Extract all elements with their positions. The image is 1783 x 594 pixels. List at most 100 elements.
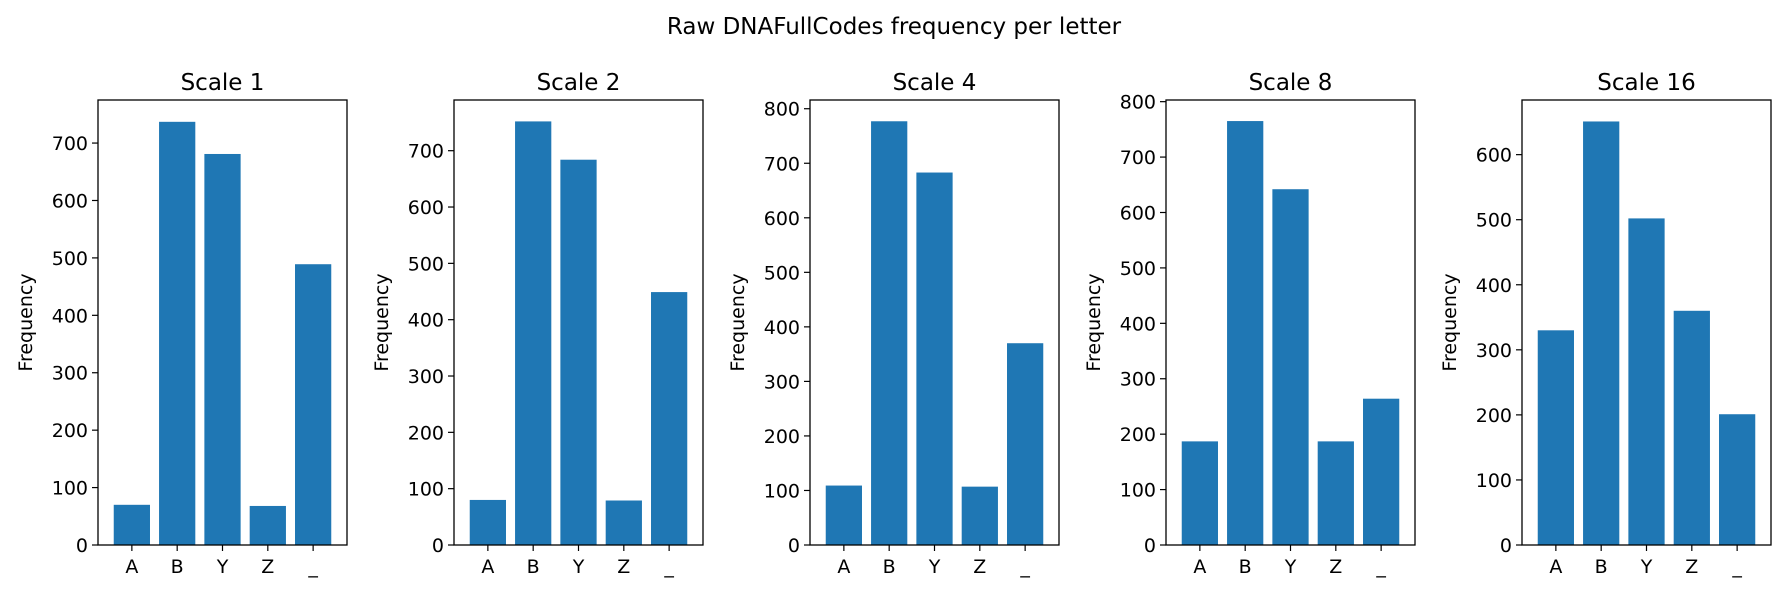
- y-tick-label: 300: [1120, 369, 1156, 391]
- bar-A: [113, 504, 150, 545]
- y-tick-label: 200: [764, 426, 800, 448]
- y-axis-label: Frequency: [371, 273, 393, 371]
- y-axis-label: Frequency: [1083, 273, 1105, 371]
- subplot-4: Scale 8 Frequency A B Y Z _ 0 100 200 300 400 500 600…: [1083, 70, 1416, 578]
- y-tick-label: 700: [764, 153, 800, 175]
- subplot-2: Scale 2 Frequency A B Y Z _ 0 100 200 300 400 500 600…: [371, 70, 704, 578]
- subplot-title: Scale 2: [537, 70, 621, 96]
- y-tick-label: 300: [52, 363, 88, 385]
- y-tick-label: 0: [1144, 535, 1156, 557]
- bar-_: [1719, 414, 1756, 545]
- x-tick-label: _: [663, 556, 674, 578]
- bar-Z: [961, 486, 998, 545]
- bar-_: [651, 292, 688, 545]
- x-tick-label: _: [1731, 556, 1742, 578]
- y-tick-label: 600: [764, 208, 800, 230]
- y-tick-label: 100: [1476, 470, 1512, 492]
- x-tick-label: _: [1375, 556, 1386, 578]
- y-tick-label: 100: [52, 478, 88, 500]
- bar-Z: [1317, 441, 1354, 545]
- x-tick-label: A: [837, 556, 850, 578]
- x-tick-label: A: [481, 556, 494, 578]
- y-tick-label: 500: [408, 253, 444, 275]
- y-tick-label: 300: [408, 366, 444, 388]
- bar-A: [825, 485, 862, 545]
- y-tick-label: 600: [408, 197, 444, 219]
- x-tick-label: B: [1239, 556, 1252, 578]
- y-tick-label: 600: [1120, 202, 1156, 224]
- bar-A: [469, 499, 506, 545]
- axes-frame: [97, 99, 348, 546]
- y-tick-label: 200: [408, 422, 444, 444]
- y-tick-label: 400: [52, 305, 88, 327]
- bar-B: [1583, 121, 1620, 545]
- subplot-5: Scale 16 Frequency A B Y Z _ 0 100 200 300 400 500 60…: [1439, 70, 1772, 578]
- subplot-1: Scale 1 Frequency A B Y Z _ 0 100 200 300 400 500 600…: [15, 70, 348, 578]
- y-axis-label: Frequency: [727, 273, 749, 371]
- axes-frame: [453, 99, 704, 546]
- y-tick-label: 800: [764, 99, 800, 121]
- bar-Y: [1628, 218, 1665, 545]
- bar-_: [295, 264, 332, 545]
- y-tick-label: 700: [1120, 147, 1156, 169]
- axes-frame: [809, 99, 1060, 546]
- y-tick-label: 0: [1500, 535, 1512, 557]
- bar-_: [1007, 343, 1044, 545]
- y-tick-label: 500: [52, 248, 88, 270]
- y-tick-label: 200: [1120, 424, 1156, 446]
- y-tick-label: 200: [1476, 405, 1512, 427]
- bar-B: [159, 121, 196, 546]
- y-tick-label: 200: [52, 420, 88, 442]
- y-tick-label: 600: [1476, 145, 1512, 167]
- subplot-title: Scale 8: [1249, 70, 1333, 96]
- x-tick-label: B: [1595, 556, 1608, 578]
- y-tick-label: 0: [788, 535, 800, 557]
- x-tick-label: Y: [572, 556, 585, 578]
- bar-B: [871, 121, 908, 546]
- y-axis-label: Frequency: [15, 273, 37, 371]
- subplot-title: Scale 4: [893, 70, 977, 96]
- y-tick-label: 500: [1476, 210, 1512, 232]
- x-tick-label: Y: [1640, 556, 1653, 578]
- figure-suptitle: Raw DNAFullCodes frequency per letter: [667, 14, 1122, 40]
- bar-Y: [560, 159, 597, 545]
- axes-frame: [1165, 99, 1416, 546]
- y-tick-label: 0: [76, 535, 88, 557]
- axes-frame: [1521, 99, 1772, 546]
- x-tick-label: B: [171, 556, 184, 578]
- y-tick-label: 300: [764, 371, 800, 393]
- x-tick-label: B: [883, 556, 896, 578]
- y-tick-label: 100: [1120, 480, 1156, 502]
- x-tick-label: Y: [928, 556, 941, 578]
- subplot-title: Scale 1: [181, 70, 265, 96]
- x-tick-label: Z: [973, 556, 986, 578]
- y-tick-label: 300: [1476, 340, 1512, 362]
- x-tick-label: Z: [617, 556, 630, 578]
- x-tick-label: Z: [261, 556, 274, 578]
- x-tick-label: Y: [1284, 556, 1297, 578]
- subplot-title: Scale 16: [1597, 70, 1695, 96]
- y-tick-label: 400: [408, 310, 444, 332]
- y-tick-label: 500: [764, 262, 800, 284]
- bar-_: [1363, 398, 1400, 545]
- bar-A: [1181, 441, 1218, 545]
- bar-B: [515, 121, 552, 545]
- x-tick-label: A: [1193, 556, 1206, 578]
- bar-Z: [1673, 310, 1710, 545]
- y-axis-label: Frequency: [1439, 273, 1461, 371]
- y-tick-label: 700: [408, 141, 444, 163]
- y-tick-label: 100: [408, 479, 444, 501]
- y-tick-label: 500: [1120, 258, 1156, 280]
- bar-Y: [916, 172, 953, 545]
- subplot-panels: Scale 1 Frequency A B Y Z _ 0 100 200 300 400 500 600…: [15, 70, 1772, 578]
- x-tick-label: A: [1549, 556, 1562, 578]
- bar-A: [1537, 330, 1574, 545]
- x-tick-label: A: [125, 556, 138, 578]
- y-tick-label: 400: [1476, 275, 1512, 297]
- y-tick-label: 600: [52, 190, 88, 212]
- y-tick-label: 400: [1120, 313, 1156, 335]
- bar-Y: [1272, 189, 1309, 545]
- bar-B: [1227, 121, 1264, 545]
- y-tick-label: 700: [52, 133, 88, 155]
